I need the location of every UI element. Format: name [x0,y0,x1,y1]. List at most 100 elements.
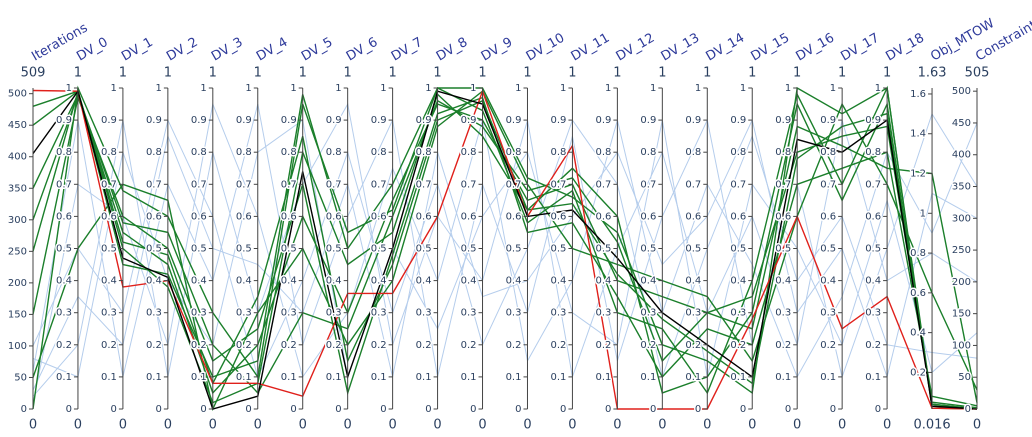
tick-label: 1 [425,83,431,94]
tick-label: 0.8 [506,147,522,158]
range-min-label: 0 [973,418,981,433]
tick-label: 0.6 [640,211,656,222]
tick-label: 0.7 [281,179,297,190]
polyline [32,90,978,412]
axis-title: DV_13 [659,31,703,65]
tick-label: 0.2 [685,340,701,351]
tick-label: 0.1 [326,372,342,383]
tick-label: 0.4 [640,276,656,287]
tick-label: 0.6 [146,211,162,222]
range-max-label: 1 [344,66,352,81]
tick-label: 0.4 [416,276,432,287]
range-max-label: 1 [883,66,891,81]
range-max-label: 1 [478,66,486,81]
tick-label: 0.4 [371,276,387,287]
tick-label: 0.8 [685,147,701,158]
axis-title: DV_16 [793,31,837,65]
tick-label: 0.2 [326,340,342,351]
range-max-label: 1 [793,66,801,81]
tick-label: 0.1 [461,372,477,383]
tick-label: 1 [380,83,386,94]
tick-label: 0.3 [551,308,567,319]
tick-label: 0.1 [775,372,791,383]
range-min-label: 0 [613,418,621,433]
tick-label: 150 [8,309,27,320]
tick-label: 0 [830,404,836,415]
tick-label: 1 [785,83,791,94]
tick-label: 0.9 [191,115,207,126]
tick-label: 0.5 [640,244,656,255]
tick-label: 0.4 [236,276,252,287]
axis-title: DV_9 [479,35,515,65]
tick-label: 0.8 [595,147,611,158]
tick-label: 0.5 [595,244,611,255]
tick-label: 0.3 [730,308,746,319]
tick-label: 0.3 [640,308,656,319]
range-max-label: 1 [164,66,172,81]
axes-layer: 0501001502002503003504004505005090Iterat… [6,14,1032,433]
tick-label: 1 [66,83,72,94]
tick-label: 1 [605,83,611,94]
tick-label: 0.5 [865,244,881,255]
tick-label: 0.4 [506,276,522,287]
tick-label: 0.6 [326,211,342,222]
tick-label: 0.9 [416,115,432,126]
tick-label: 0.6 [910,288,926,299]
tick-label: 0.8 [281,147,297,158]
range-min-label: 0 [254,418,262,433]
range-max-label: 1.63 [918,66,947,81]
tick-label: 450 [8,120,27,131]
tick-label: 0 [605,404,611,415]
tick-label: 0.4 [730,276,746,287]
tick-label: 0.6 [865,211,881,222]
range-max-label: 1 [703,66,711,81]
tick-label: 0.9 [685,115,701,126]
tick-label: 0.7 [775,179,791,190]
polyline [32,89,978,410]
range-min-label: 0 [568,418,576,433]
tick-label: 0.2 [820,340,836,351]
polyline [32,85,978,410]
tick-label: 0 [290,404,296,415]
range-min-label: 0 [793,418,801,433]
axis-title: DV_11 [569,31,613,65]
tick-label: 0.8 [551,147,567,158]
tick-label: 0.3 [281,308,297,319]
tick-label: 0.4 [685,276,701,287]
range-min-label: 0 [658,418,666,433]
polyline [32,118,978,391]
tick-label: 0.5 [506,244,522,255]
tick-label: 0 [245,404,251,415]
tick-label: 0.3 [191,308,207,319]
tick-label: 0.4 [461,276,477,287]
tick-label: 0.9 [640,115,656,126]
tick-label: 0.9 [865,115,881,126]
tick-label: 0.2 [56,340,72,351]
tick-label: 0.6 [191,211,207,222]
tick-label: 1 [470,83,476,94]
tick-label: 0.7 [101,179,117,190]
tick-label: 0.2 [865,340,881,351]
range-max-label: 1 [74,66,82,81]
tick-label: 0.1 [865,372,881,383]
tick-label: 0.8 [236,147,252,158]
tick-label: 0.4 [56,276,72,287]
tick-label: 0.1 [820,372,836,383]
tick-label: 0.1 [506,372,522,383]
tick-label: 1 [155,83,161,94]
tick-label: 1 [335,83,341,94]
axis-title: DV_6 [344,35,380,65]
tick-label: 0.2 [191,340,207,351]
tick-label: 400 [8,152,27,163]
tick-label: 1 [200,83,206,94]
range-min-label: 0 [344,418,352,433]
range-min-label: 0 [523,418,531,433]
tick-label: 0.4 [101,276,117,287]
tick-label: 0.3 [506,308,522,319]
tick-label: 0.3 [146,308,162,319]
tick-label: 0.6 [730,211,746,222]
range-max-label: 1 [748,66,756,81]
tick-label: 200 [952,277,971,288]
tick-label: 0.4 [910,328,926,339]
tick-label: 100 [952,340,971,351]
